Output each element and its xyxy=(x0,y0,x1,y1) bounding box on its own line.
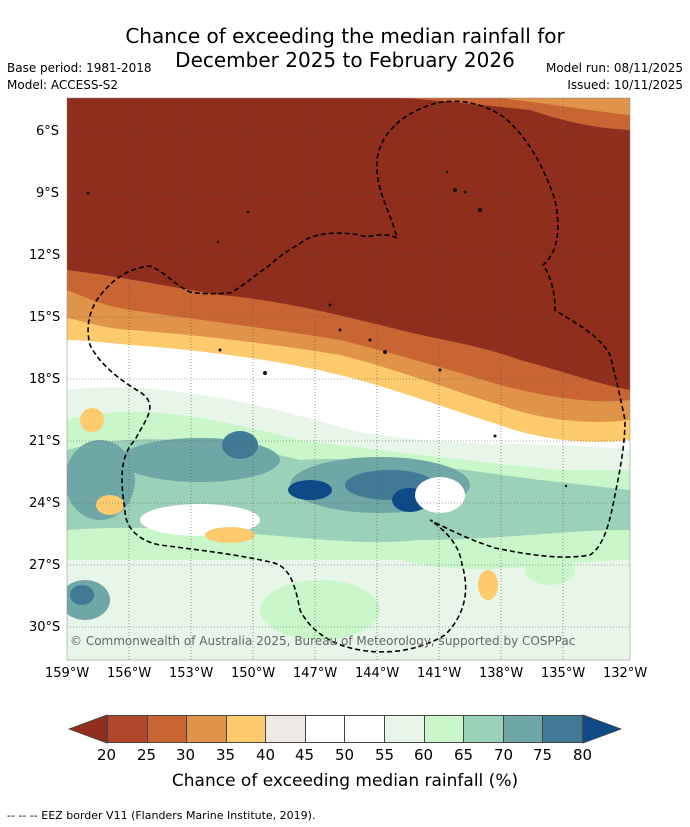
lat-label-9s: 9°S xyxy=(36,186,60,201)
colorbar-title: Chance of exceeding median rainfall (%) xyxy=(171,771,519,791)
map-title-line1: Chance of exceeding the median rainfall … xyxy=(125,24,565,48)
colorbar xyxy=(107,715,583,743)
lon-label-150w: 150°W xyxy=(231,666,276,681)
lon-label-159w: 159°W xyxy=(45,666,90,681)
base-period: Base period: 1981-2018 xyxy=(7,61,152,75)
colorbar-label-55: 55 xyxy=(375,746,395,764)
colorbar-segment-45-50 xyxy=(305,716,346,742)
model-name: Model: ACCESS-S2 xyxy=(7,78,119,92)
colorbar-segment-20-25 xyxy=(108,716,148,742)
lon-label-135w: 135°W xyxy=(541,666,586,681)
model-run: Model run: 08/11/2025 xyxy=(545,61,683,75)
lon-label-153w: 153°W xyxy=(169,666,214,681)
lat-label-12s: 12°S xyxy=(29,248,61,263)
lon-label-138w: 138°W xyxy=(479,666,524,681)
eez-footnote: -- -- -- EEZ border V11 (Flanders Marine… xyxy=(7,809,316,822)
colorbar-segment-40-45 xyxy=(266,716,306,742)
lon-label-144w: 144°W xyxy=(355,666,400,681)
colorbar-label-50: 50 xyxy=(335,746,355,764)
colorbar-segment-50-55 xyxy=(345,716,386,742)
lat-label-21s: 21°S xyxy=(29,434,61,449)
colorbar-arrow-right-icon xyxy=(582,714,623,744)
map-gridlines xyxy=(67,98,630,660)
colorbar-label-20: 20 xyxy=(97,746,117,764)
islands xyxy=(86,170,568,488)
eez-border xyxy=(87,100,626,653)
lat-label-30s: 30°S xyxy=(29,620,61,635)
lat-label-27s: 27°S xyxy=(29,558,61,573)
colorbar-label-25: 25 xyxy=(137,746,157,764)
colorbar-segment-75-80 xyxy=(543,716,582,742)
lat-label-24s: 24°S xyxy=(29,496,61,511)
map-frame xyxy=(66,97,631,661)
lat-label-15s: 15°S xyxy=(29,310,61,325)
lon-label-141w: 141°W xyxy=(417,666,462,681)
colorbar-label-45: 45 xyxy=(295,746,315,764)
lon-label-132w: 132°W xyxy=(603,666,648,681)
map-title-line2: December 2025 to February 2026 xyxy=(175,48,515,72)
colorbar-segment-70-75 xyxy=(503,716,544,742)
lat-label-6s: 6°S xyxy=(36,124,60,139)
colorbar-label-65: 65 xyxy=(454,746,474,764)
colorbar-segment-60-65 xyxy=(424,716,465,742)
colorbar-segment-25-30 xyxy=(147,716,188,742)
colorbar-label-30: 30 xyxy=(176,746,196,764)
issued-date: Issued: 10/11/2025 xyxy=(567,78,683,92)
colorbar-label-40: 40 xyxy=(256,746,276,764)
lon-label-156w: 156°W xyxy=(107,666,152,681)
copyright-notice: © Commonwealth of Australia 2025, Bureau… xyxy=(70,634,576,648)
map-fill xyxy=(67,98,630,660)
map-title: Chance of exceeding the median rainfall … xyxy=(0,24,690,72)
colorbar-segment-65-70 xyxy=(464,716,504,742)
lon-label-147w: 147°W xyxy=(293,666,338,681)
colorbar-label-75: 75 xyxy=(533,746,553,764)
colorbar-label-80: 80 xyxy=(573,746,593,764)
colorbar-segment-55-60 xyxy=(385,716,425,742)
colorbar-arrow-left-icon xyxy=(67,714,108,744)
colorbar-segment-30-35 xyxy=(187,716,227,742)
lat-label-18s: 18°S xyxy=(29,372,61,387)
colorbar-label-60: 60 xyxy=(414,746,434,764)
colorbar-segment-35-40 xyxy=(226,716,267,742)
colorbar-label-35: 35 xyxy=(216,746,236,764)
colorbar-label-70: 70 xyxy=(494,746,514,764)
